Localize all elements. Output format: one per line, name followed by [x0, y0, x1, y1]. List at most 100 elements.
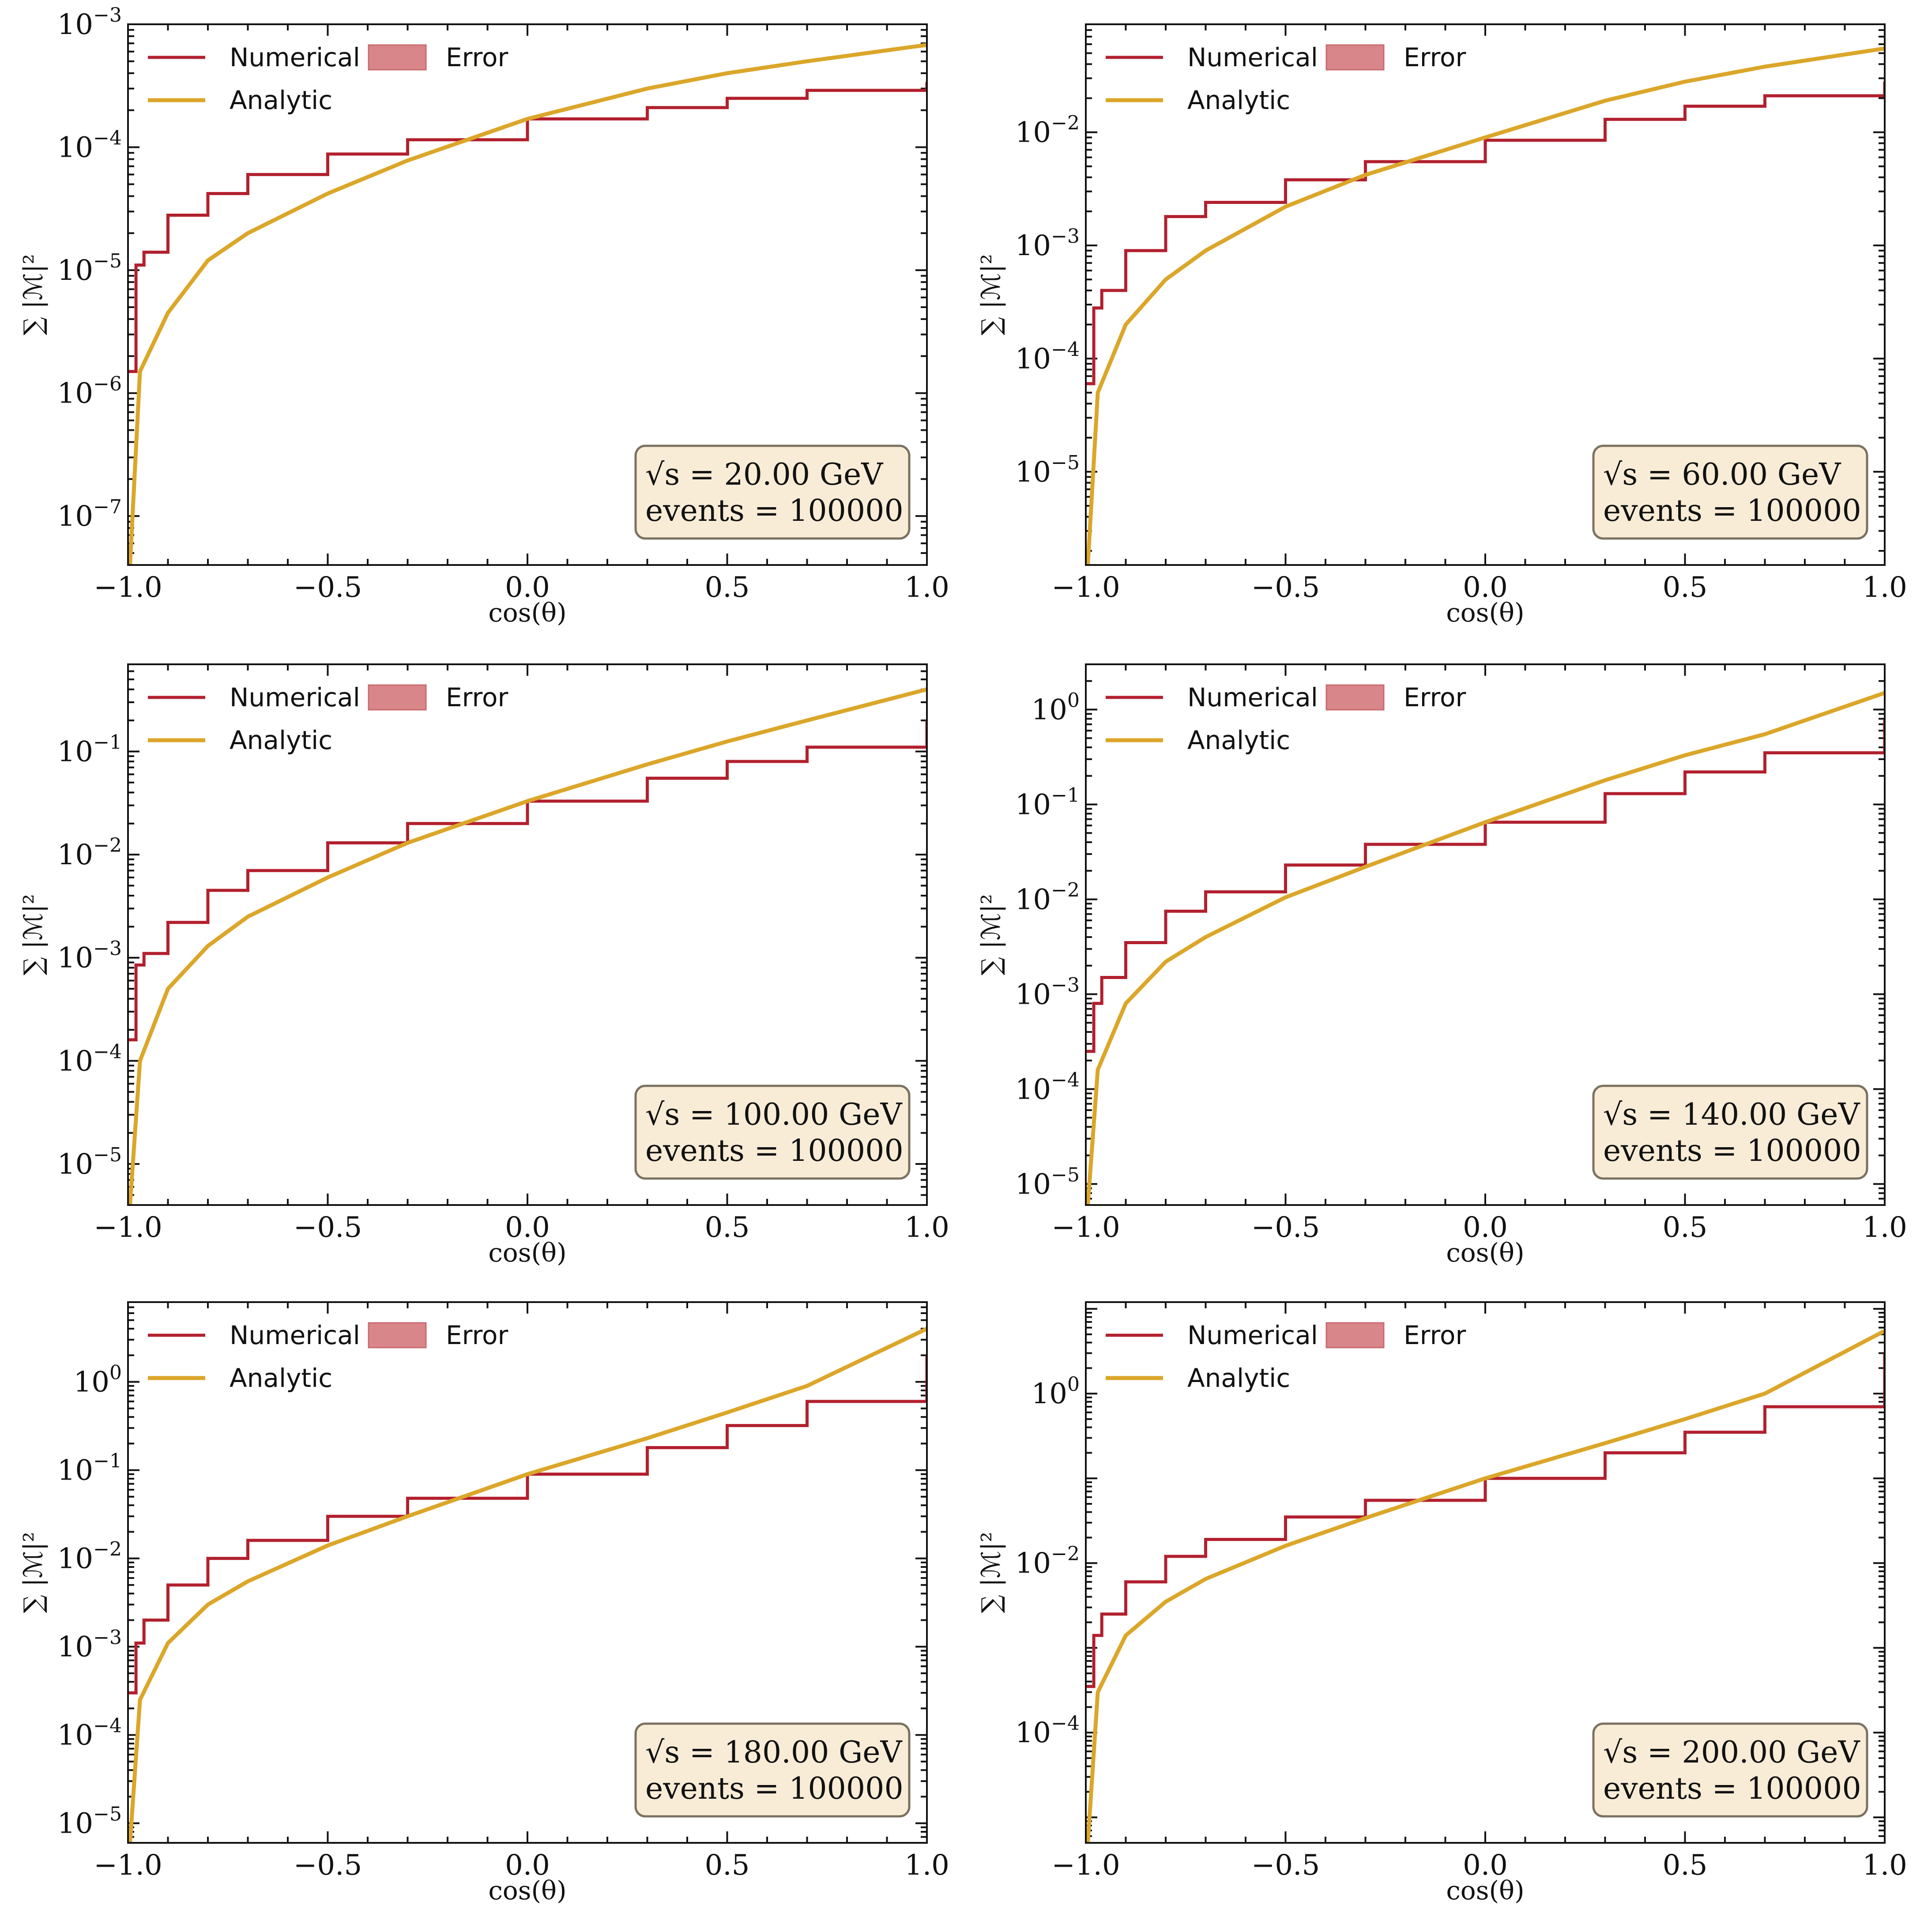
- plot-frame: [1085, 1301, 1886, 1844]
- y-tick-label: 10−1: [57, 731, 122, 768]
- plot-frame: [1085, 23, 1886, 566]
- chart-panel-2: −1.0 −0.5 0.0 0.5 1.0 10−5 10−4 10−3 10−2 cos(θ) ∑…: [976, 23, 1907, 628]
- y-tick-label: 100: [74, 1362, 122, 1399]
- x-axis-label: cos(θ): [1446, 598, 1524, 628]
- legend-numerical-label: Numerical: [1187, 42, 1318, 72]
- numerical-point: [647, 778, 648, 779]
- y-tick-label: 10−4: [57, 127, 122, 164]
- legend-error-swatch: [368, 44, 427, 71]
- plot-frame: [127, 1301, 928, 1844]
- info-box-background: [1592, 1722, 1868, 1818]
- info-energy: √s = 140.00 GeV: [1603, 1097, 1861, 1132]
- x-tick-label: 1.0: [1862, 1211, 1907, 1244]
- x-tick-label: 0.0: [1463, 571, 1508, 604]
- info-box-background: [1592, 1085, 1868, 1180]
- legend-error-label: Error: [446, 1320, 508, 1350]
- info-events: events = 100000: [645, 1134, 904, 1168]
- y-tick-label: 10−4: [1015, 1712, 1080, 1749]
- y-axis-label: ∑ |ℳ|²: [976, 254, 1006, 335]
- info-energy: √s = 100.00 GeV: [645, 1097, 903, 1132]
- y-tick-label: 10−2: [1015, 112, 1080, 149]
- legend-numerical-label: Numerical: [230, 42, 360, 72]
- y-tick-label: 10−5: [1015, 1164, 1080, 1201]
- info-energy: √s = 60.00 GeV: [1603, 457, 1841, 492]
- y-tick-label: 10−3: [1015, 974, 1080, 1011]
- y-tick-label: 10−4: [1015, 338, 1080, 375]
- numerical-point: [1205, 1539, 1206, 1540]
- legend-error-label: Error: [1404, 682, 1466, 712]
- x-axis-label: cos(θ): [1446, 1238, 1524, 1268]
- info-energy: √s = 20.00 GeV: [645, 457, 884, 492]
- x-tick-label: 1.0: [904, 1849, 949, 1882]
- info-energy: √s = 180.00 GeV: [645, 1735, 903, 1770]
- plot-frame: [1085, 663, 1886, 1206]
- legend-analytic-label: Analytic: [1187, 1363, 1290, 1393]
- y-tick-label: 10−5: [57, 250, 122, 287]
- y-tick-label: 10−2: [1015, 1543, 1080, 1580]
- x-tick-label: 0.5: [1663, 1849, 1708, 1882]
- x-axis-label: cos(θ): [488, 598, 566, 628]
- legend: Numerical Error Analytic: [148, 42, 508, 115]
- info-box-background: [634, 1085, 911, 1180]
- numerical-series: [1086, 82, 1885, 385]
- x-tick-label: 0.0: [505, 571, 550, 604]
- info-box-background: [634, 1722, 911, 1818]
- y-tick-label: 10−2: [1015, 879, 1080, 916]
- chart-panel-6: −1.0 −0.5 0.0 0.5 1.0 10−4 10−2 100 cos(θ) ∑ |ℳ|²…: [976, 1301, 1907, 1906]
- y-tick-label: 100: [1032, 1373, 1080, 1410]
- x-tick-label: 0.0: [1463, 1211, 1508, 1244]
- analytic-point: [1205, 250, 1206, 251]
- numerical-point: [407, 139, 408, 140]
- info-box-background: [1592, 444, 1868, 540]
- analytic-series: [1086, 46, 1885, 565]
- x-tick-label: 1.0: [904, 571, 949, 604]
- analytic-point: [407, 1516, 408, 1517]
- numerical-series: [1086, 719, 1885, 1053]
- x-axis-label: cos(θ): [488, 1238, 566, 1268]
- legend: Numerical Error Analytic: [148, 1320, 508, 1393]
- y-tick-label: 10−1: [57, 1450, 122, 1487]
- x-tick-label: −0.5: [1251, 1849, 1320, 1882]
- analytic-point: [407, 160, 408, 161]
- legend-error-label: Error: [1404, 42, 1466, 72]
- info-events: events = 100000: [1603, 1134, 1861, 1168]
- legend-numerical-label: Numerical: [1187, 682, 1318, 712]
- legend-analytic-label: Analytic: [1187, 725, 1290, 755]
- plot-frame: [127, 663, 928, 1206]
- info-events: events = 100000: [645, 493, 904, 528]
- x-tick-label: −0.5: [294, 1849, 362, 1882]
- y-tick-label: 10−4: [1015, 1069, 1080, 1106]
- legend-error-swatch: [1325, 684, 1385, 711]
- x-tick-label: 0.5: [1663, 571, 1708, 604]
- x-tick-label: −0.5: [1251, 571, 1320, 604]
- x-tick-label: −0.5: [294, 571, 362, 604]
- legend: Numerical Error Analytic: [1106, 42, 1466, 115]
- legend-error-swatch: [368, 1322, 427, 1348]
- x-tick-label: −1.0: [1051, 571, 1120, 604]
- analytic-series: [1086, 691, 1885, 1205]
- y-axis-label: ∑ |ℳ|²: [976, 1532, 1006, 1613]
- numerical-series: [128, 82, 927, 373]
- y-tick-label: 10−2: [57, 1538, 122, 1575]
- analytic-series: [1086, 1329, 1885, 1843]
- x-axis-label: cos(θ): [488, 1876, 566, 1906]
- y-tick-label: 10−5: [57, 1144, 122, 1181]
- y-tick-label: 10−3: [1015, 225, 1080, 262]
- legend-error-label: Error: [446, 42, 508, 72]
- analytic-point: [1485, 137, 1486, 138]
- y-axis-label: ∑ |ℳ|²: [18, 1532, 48, 1613]
- legend-error-swatch: [1325, 44, 1385, 71]
- y-tick-label: 100: [1032, 689, 1080, 727]
- x-tick-label: 0.5: [705, 1849, 750, 1882]
- x-tick-label: 0.5: [705, 1211, 750, 1244]
- legend-analytic-label: Analytic: [230, 1363, 332, 1393]
- x-tick-label: 1.0: [1862, 571, 1907, 604]
- info-events: events = 100000: [645, 1771, 904, 1806]
- analytic-point: [647, 764, 648, 765]
- numerical-series: [128, 720, 927, 1042]
- legend-error-label: Error: [1404, 1320, 1466, 1350]
